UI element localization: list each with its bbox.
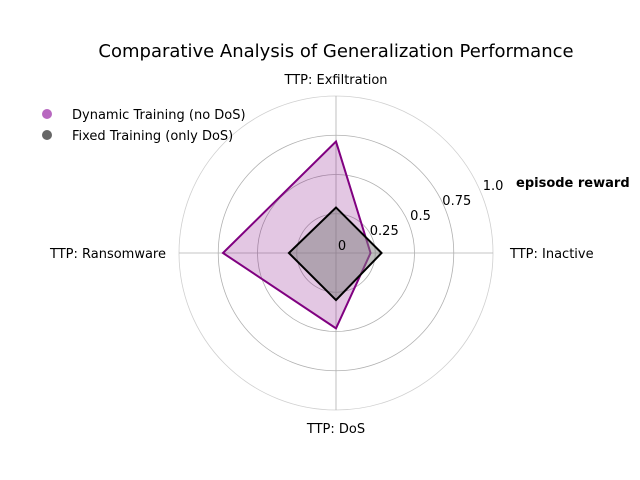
radial-axis-label: episode reward <box>516 176 630 191</box>
radial-tick-label: 0.25 <box>370 224 399 239</box>
legend-marker-fixed-training <box>42 130 52 140</box>
legend: Dynamic Training (no DoS) Fixed Training… <box>42 108 246 144</box>
radial-tick-label: 0 <box>338 239 346 254</box>
series-line-0 <box>221 139 372 330</box>
category-label: TTP: DoS <box>306 422 365 437</box>
radial-tick-label: 1.0 <box>483 179 504 194</box>
series-layer <box>221 139 383 330</box>
labels: TTP: Inactive TTP: Exfiltration TTP: Ranso… <box>49 73 594 437</box>
legend-label-fixed-training: Fixed Training (only DoS) <box>72 129 233 144</box>
radial-tick-label: 0.5 <box>410 209 431 224</box>
legend-marker-dynamic-training <box>42 109 52 119</box>
category-label: TTP: Ransomware <box>49 247 166 262</box>
series-line-1 <box>287 206 383 302</box>
radial-tick-label: 0.75 <box>442 194 471 209</box>
legend-label-dynamic-training: Dynamic Training (no DoS) <box>72 108 246 123</box>
category-label: TTP: Exfiltration <box>283 73 387 88</box>
category-label: TTP: Inactive <box>509 247 594 262</box>
chart-title: Comparative Analysis of Generalization P… <box>98 41 573 62</box>
